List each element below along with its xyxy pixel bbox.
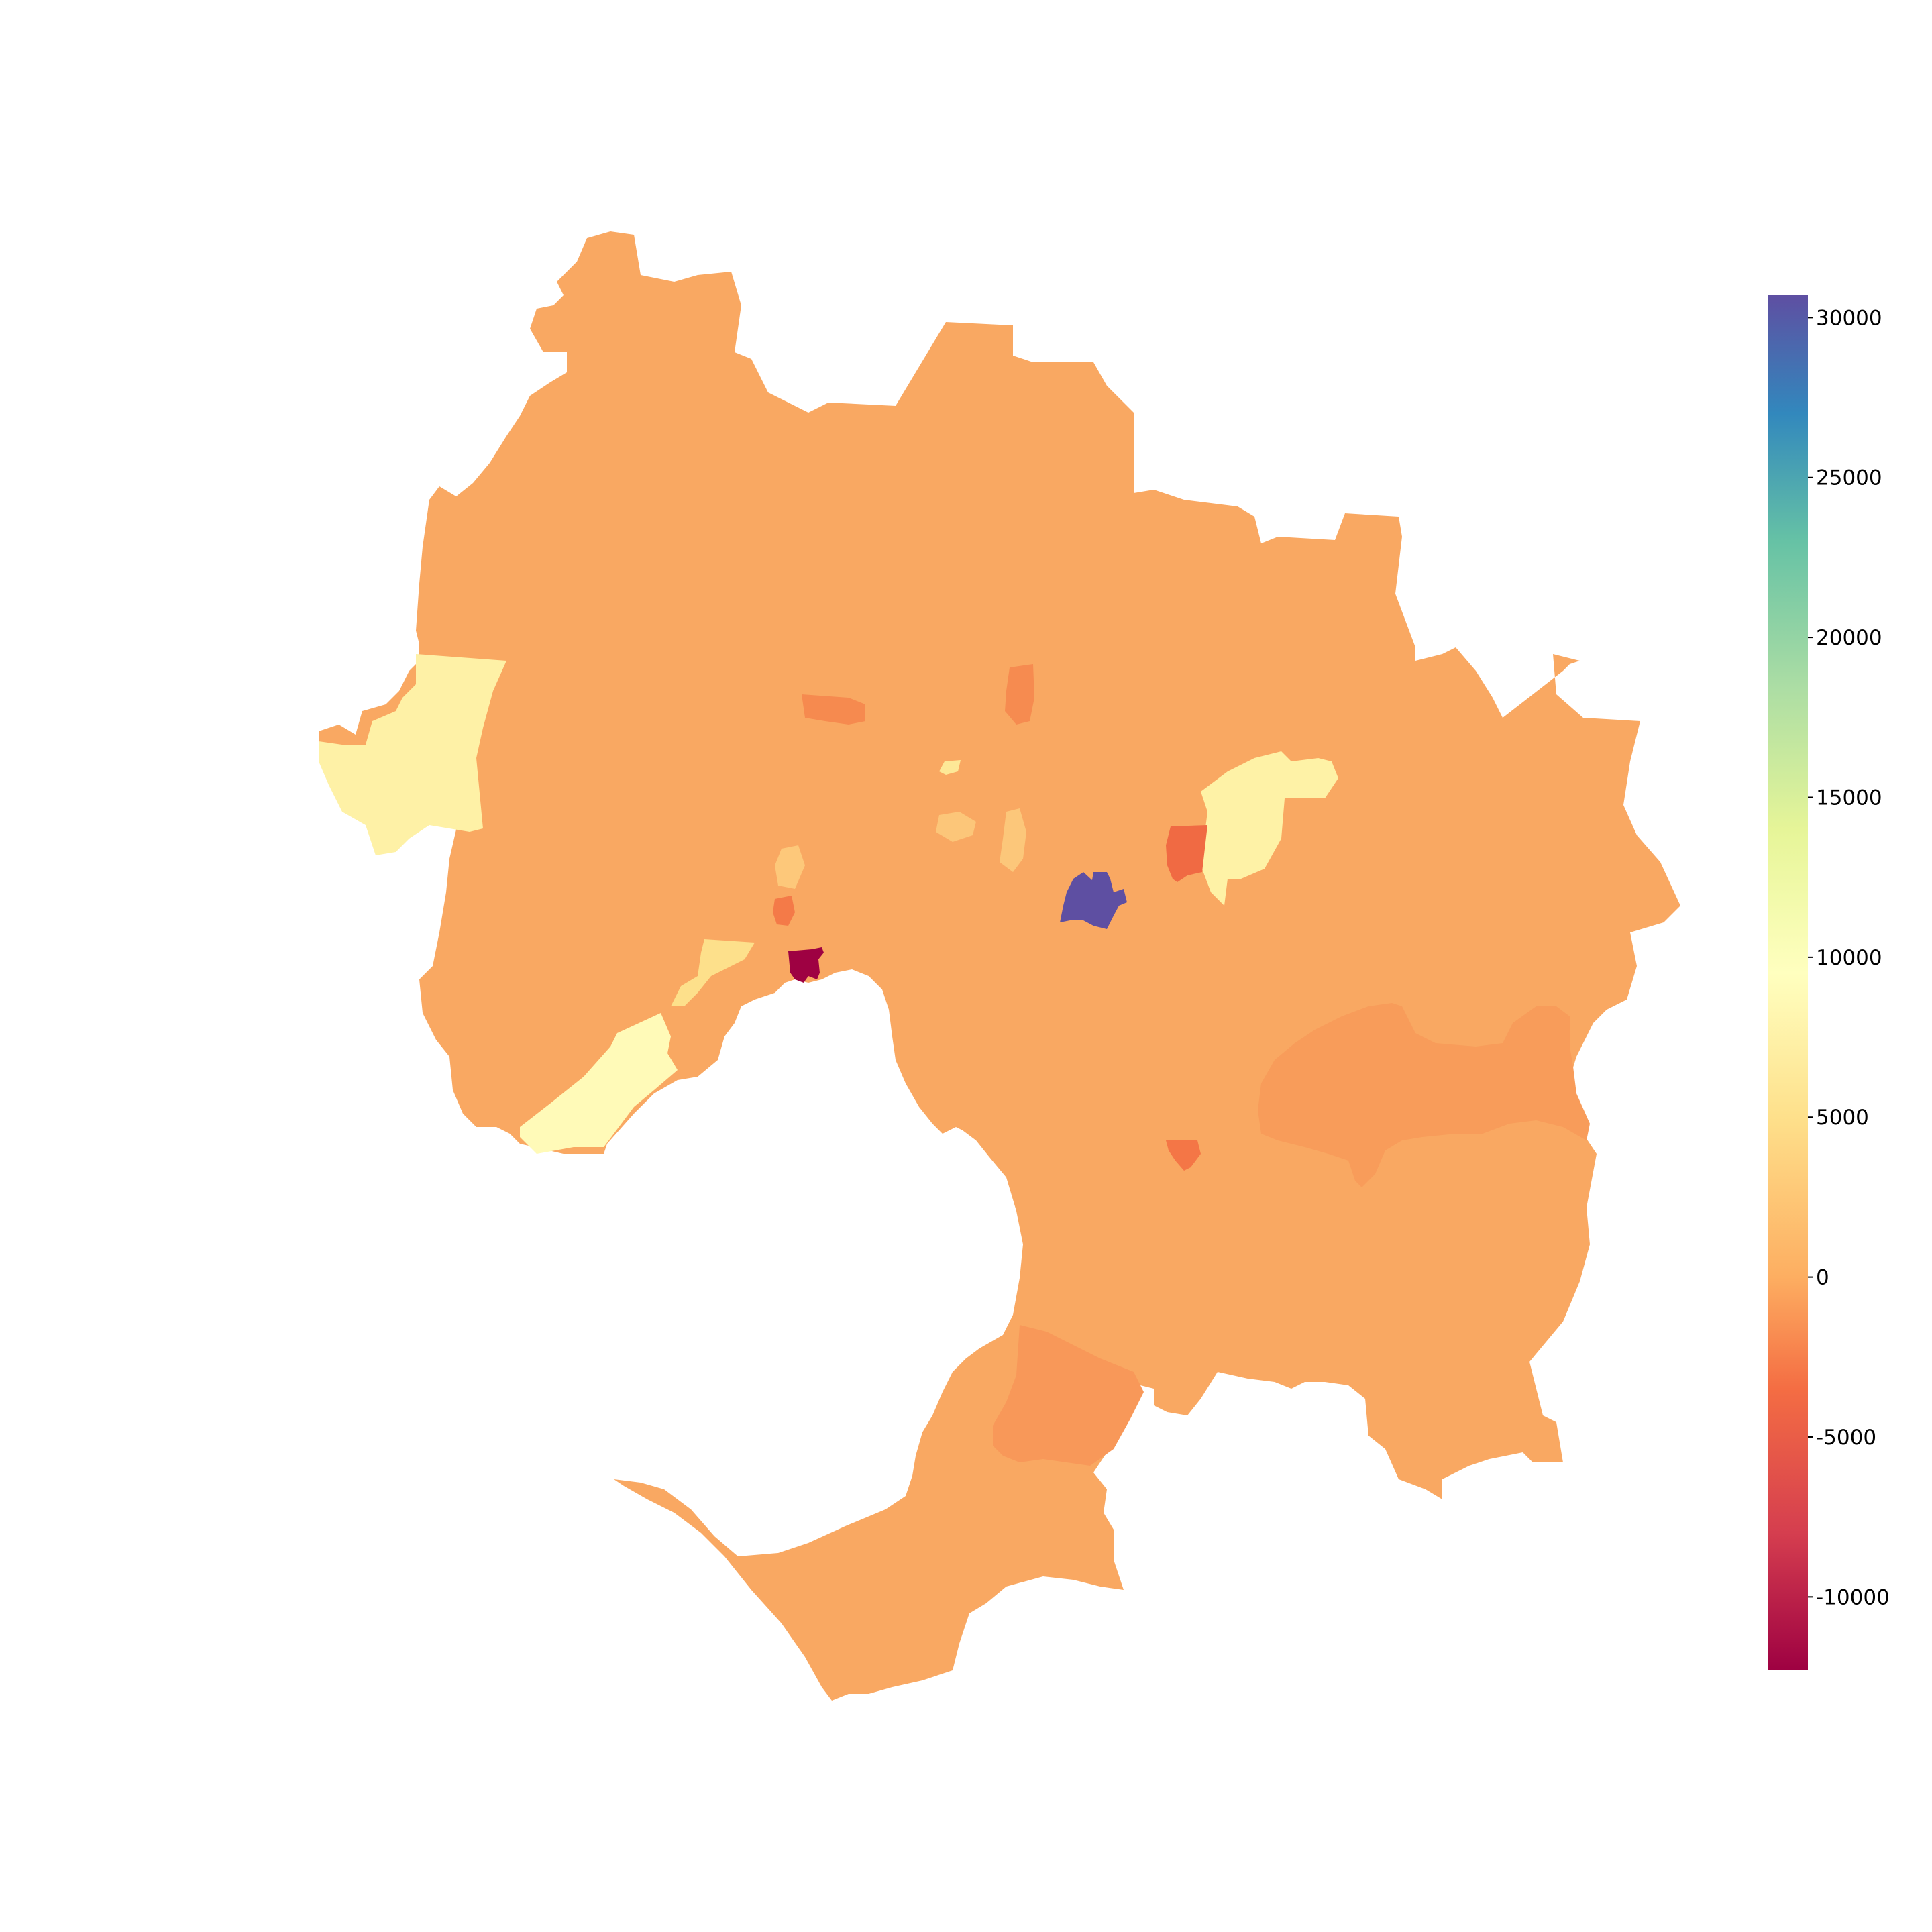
region-outer-east-low bbox=[1258, 1003, 1590, 1187]
region-eastern-high bbox=[1060, 872, 1127, 929]
region-north-strip-low bbox=[802, 694, 865, 724]
colorbar-tick-label: 15000 bbox=[1816, 786, 1882, 810]
colorbar-tick-label: -10000 bbox=[1816, 1585, 1890, 1609]
region-bay-west-low bbox=[788, 947, 824, 983]
colorbar-gradient bbox=[1768, 295, 1808, 1670]
region-south-west-coast bbox=[520, 1013, 678, 1154]
colorbar-tick-label: 20000 bbox=[1816, 626, 1882, 650]
region-inner-west-patch bbox=[775, 845, 805, 889]
colorbar-tick-label: 5000 bbox=[1816, 1106, 1869, 1130]
region-north-central-low bbox=[1005, 664, 1034, 724]
region-north-east-low bbox=[1166, 825, 1208, 882]
colorbar: 30000 25000 20000 15000 10000 5000 0 -5000 -1000… bbox=[1768, 295, 1890, 1670]
colorbar-tick-label: 0 bbox=[1816, 1266, 1829, 1290]
region-peninsula-low bbox=[993, 1325, 1144, 1466]
region-inner-north-patch bbox=[936, 812, 976, 842]
colorbar-tick-label: -5000 bbox=[1816, 1426, 1876, 1450]
colorbar-tick-label: 10000 bbox=[1816, 946, 1882, 970]
region-western-fringe bbox=[319, 654, 506, 855]
region-inner-west-low bbox=[773, 896, 795, 926]
colorbar-tick-label: 30000 bbox=[1816, 306, 1882, 330]
region-north-east-band bbox=[1000, 808, 1026, 872]
region-north-east-block bbox=[1201, 751, 1338, 906]
colorbar-tick-label: 25000 bbox=[1816, 466, 1882, 490]
region-metro-area bbox=[319, 231, 1680, 1701]
region-west-corridor bbox=[671, 939, 755, 1006]
map bbox=[319, 231, 1680, 1701]
colorbar-ticks: 30000 25000 20000 15000 10000 5000 0 -5000 -1000… bbox=[1808, 306, 1890, 1609]
region-south-east-low bbox=[1166, 1140, 1201, 1171]
region-inner-north-pocket bbox=[939, 760, 961, 775]
